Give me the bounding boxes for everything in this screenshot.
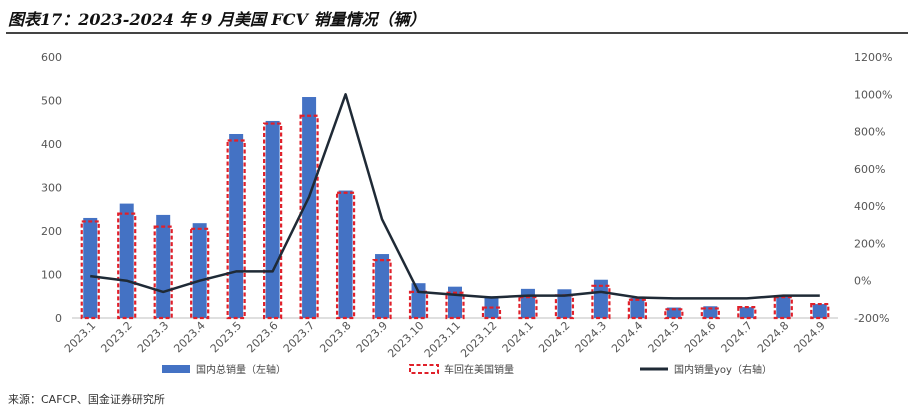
y-right-tick-label: -200% <box>854 312 889 325</box>
bar-total <box>302 97 317 319</box>
y-left-tick-label: 0 <box>55 312 62 325</box>
bar-us-dashed <box>226 139 246 320</box>
legend-label-total: 国内总销量（左轴） <box>196 363 286 376</box>
x-tick-label: 2023.11 <box>422 319 463 360</box>
bar-us-dashed <box>700 307 720 320</box>
y-right-tick-label: 200% <box>854 237 885 250</box>
bar-total <box>83 217 98 318</box>
bars <box>80 97 830 320</box>
x-tick-label: 2023.8 <box>317 319 353 355</box>
y-left-tick-label: 400 <box>41 138 62 151</box>
bar-total <box>557 289 572 318</box>
y-right-tick-label: 800% <box>854 126 885 139</box>
bar-total <box>156 214 171 318</box>
bar-total <box>229 133 244 318</box>
bar-total <box>666 307 681 318</box>
bar-us-dashed <box>664 308 684 320</box>
bar-us-dashed <box>773 296 793 320</box>
y-left-tick-label: 100 <box>41 269 62 282</box>
bar-total <box>119 203 134 318</box>
bar-us-dashed <box>481 306 502 320</box>
bar-us-dashed <box>190 227 210 320</box>
axes: 0 100 200 300 400 500 600 -200% 0% 200% 400% 600% 80… <box>41 51 892 325</box>
y-right-tick-label: 1000% <box>854 88 892 101</box>
x-tick-label: 2024.1 <box>500 319 536 355</box>
bar-us-dashed <box>80 220 100 320</box>
yoy-line <box>90 93 820 300</box>
bar-total <box>520 288 535 318</box>
bar-us-dashed <box>263 122 283 320</box>
x-tick-label: 2024.2 <box>536 319 572 355</box>
bar-us-dashed <box>299 114 319 320</box>
x-tick-label: 2023.3 <box>135 319 171 355</box>
x-tick-label: 2023.10 <box>385 319 426 360</box>
bar-total <box>776 296 791 318</box>
x-tick-label: 2023.6 <box>244 319 280 355</box>
chart-title: 图表17：2023-2024 年 9 月美国 FCV 销量情况（辆） <box>8 10 426 29</box>
chart: 0 100 200 300 400 500 600 -200% 0% 200% 400% 600% 80… <box>41 51 892 376</box>
bar-us-dashed <box>518 296 538 320</box>
bar-total <box>265 120 280 318</box>
yoy-series-line <box>90 93 820 300</box>
bar-total <box>630 297 645 318</box>
x-tick-label: 2023.9 <box>354 319 390 355</box>
legend-swatch-total <box>162 365 190 373</box>
source-note: 来源：CAFCP、国金证券研究所 <box>8 393 165 406</box>
bar-total <box>375 254 390 318</box>
y-right-tick-label: 600% <box>854 163 885 176</box>
bar-total <box>192 223 207 318</box>
bar-total <box>338 190 353 318</box>
x-tick-label: 2023.2 <box>98 319 134 355</box>
bar-total <box>739 307 754 318</box>
bar-us-dashed <box>335 191 356 320</box>
bar-us-dashed <box>627 298 647 320</box>
bar-total <box>411 283 426 318</box>
y-left-tick-label: 300 <box>41 182 62 195</box>
x-tick-label: 2024.7 <box>719 319 755 355</box>
bar-us-dashed <box>810 302 830 320</box>
x-tick-label: 2024.3 <box>573 319 609 355</box>
x-tick-label: 2024.8 <box>755 319 791 355</box>
x-tick-labels: 2023.1 2023.2 2023.3 2023.4 2023.5 2023.6 2023… <box>62 319 828 360</box>
bar-total <box>703 306 718 318</box>
x-tick-label: 2024.5 <box>646 319 682 355</box>
x-tick-label: 2023.7 <box>281 319 317 355</box>
bar-total <box>448 286 462 318</box>
x-tick-label: 2024.6 <box>682 319 718 355</box>
legend-swatch-us <box>409 364 439 374</box>
bar-us-dashed <box>445 291 465 320</box>
y-left-tick-label: 200 <box>41 225 62 238</box>
y-left-tick-label: 500 <box>41 95 62 108</box>
x-tick-label: 2023.4 <box>171 319 207 355</box>
x-tick-label: 2023.1 <box>62 319 98 355</box>
x-tick-label: 2024.9 <box>791 319 827 355</box>
title-divider <box>6 32 908 34</box>
y-left-tick-label: 600 <box>41 51 62 64</box>
y-right-tick-label: 1200% <box>854 51 892 64</box>
bar-us-dashed <box>591 284 611 320</box>
y-right-tick-label: 400% <box>854 200 885 213</box>
y-right-tick-label: 0% <box>854 275 871 288</box>
bar-us-dashed <box>153 225 173 320</box>
bar-us-dashed <box>117 212 137 320</box>
bar-total <box>593 279 608 318</box>
bar-us-dashed <box>737 306 757 320</box>
legend: 国内总销量（左轴） 车回在美国销量 国内销量yoy（右轴） <box>162 363 772 376</box>
legend-label-yoy: 国内销量yoy（右轴） <box>674 363 772 376</box>
bar-total <box>812 304 827 318</box>
x-tick-label: 2023.12 <box>458 319 499 360</box>
x-tick-label: 2024.4 <box>609 319 645 355</box>
x-tick-label: 2023.5 <box>208 319 244 355</box>
bar-us-dashed <box>372 259 392 320</box>
legend-label-us: 车回在美国销量 <box>444 363 514 376</box>
